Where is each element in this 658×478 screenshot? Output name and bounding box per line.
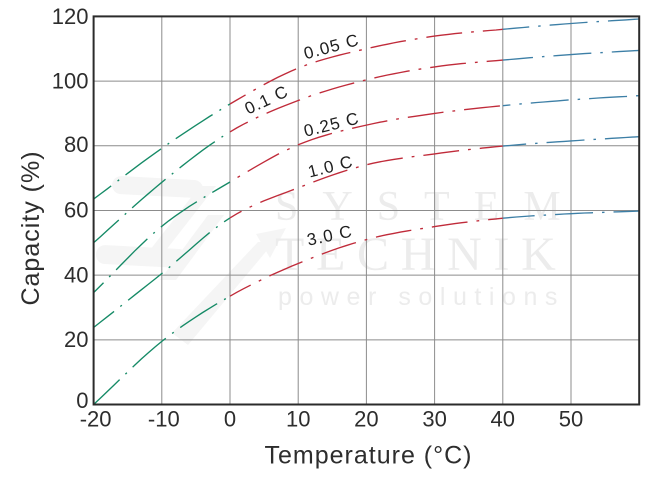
svg-text:40: 40 xyxy=(64,262,88,287)
svg-text:40: 40 xyxy=(491,406,515,431)
svg-text:60: 60 xyxy=(64,197,88,222)
svg-text:80: 80 xyxy=(64,132,88,157)
svg-text:Capacity (%): Capacity (%) xyxy=(17,150,45,305)
svg-text:0: 0 xyxy=(224,406,236,431)
svg-text:TECHNIK: TECHNIK xyxy=(275,228,568,281)
svg-text:20: 20 xyxy=(64,327,88,352)
svg-text:10: 10 xyxy=(286,406,310,431)
svg-text:120: 120 xyxy=(52,4,89,29)
svg-text:SYSTEM: SYSTEM xyxy=(275,184,585,230)
svg-text:-20: -20 xyxy=(80,406,112,431)
svg-text:30: 30 xyxy=(422,406,446,431)
svg-text:50: 50 xyxy=(559,406,583,431)
svg-text:100: 100 xyxy=(52,69,89,94)
svg-text:0: 0 xyxy=(76,388,88,413)
svg-text:20: 20 xyxy=(354,406,378,431)
svg-text:power solutions: power solutions xyxy=(278,283,565,311)
svg-text:Temperature (°C): Temperature (°C) xyxy=(265,442,473,470)
svg-text:-10: -10 xyxy=(148,406,180,431)
